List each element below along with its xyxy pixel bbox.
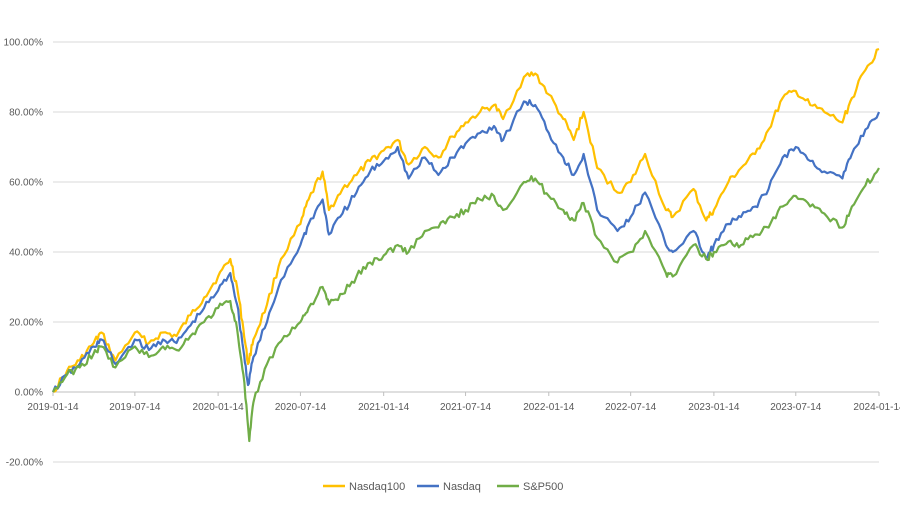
legend-label: Nasdaq	[443, 481, 481, 493]
legend-label: S&P500	[523, 481, 563, 493]
x-tick-label: 2024-01-14	[853, 402, 900, 413]
legend-label: Nasdaq100	[349, 481, 405, 493]
y-tick-label: 80.00%	[9, 108, 43, 119]
x-tick-label: 2019-07-14	[109, 402, 161, 413]
x-tick-label: 2019-01-14	[27, 402, 79, 413]
y-tick-label: 20.00%	[9, 318, 43, 329]
gridlines	[53, 41, 879, 463]
x-tick-label: 2022-07-14	[605, 402, 657, 413]
x-tick-label: 2020-07-14	[275, 402, 327, 413]
y-tick-label: 40.00%	[9, 248, 43, 259]
series-lines	[51, 47, 881, 443]
legend: Nasdaq100 Nasdaq S&P500	[323, 481, 563, 493]
y-tick-label: -20.00%	[6, 458, 43, 469]
x-tick-label: 2022-01-14	[523, 402, 575, 413]
x-tick-label: 2021-01-14	[358, 402, 410, 413]
y-tick-label: 0.00%	[15, 388, 43, 399]
y-tick-label: 100.00%	[4, 38, 44, 49]
x-tick-label: 2020-01-14	[193, 402, 245, 413]
series-line-s-p500	[52, 167, 880, 443]
series-line-nasdaq	[51, 99, 881, 393]
x-tick-label: 2023-07-14	[770, 402, 822, 413]
y-tick-label: 60.00%	[9, 178, 43, 189]
series-line-nasdaq100	[52, 47, 880, 394]
x-axis-ticks: 2019-01-14 2019-07-14 2020-01-14 2020-07-14…	[27, 392, 900, 413]
y-axis-ticks: -20.00% 0.00% 20.00% 40.00% 60.00% 80.00% 100.…	[4, 38, 44, 469]
x-tick-label: 2021-07-14	[440, 402, 492, 413]
x-tick-label: 2023-01-14	[688, 402, 740, 413]
